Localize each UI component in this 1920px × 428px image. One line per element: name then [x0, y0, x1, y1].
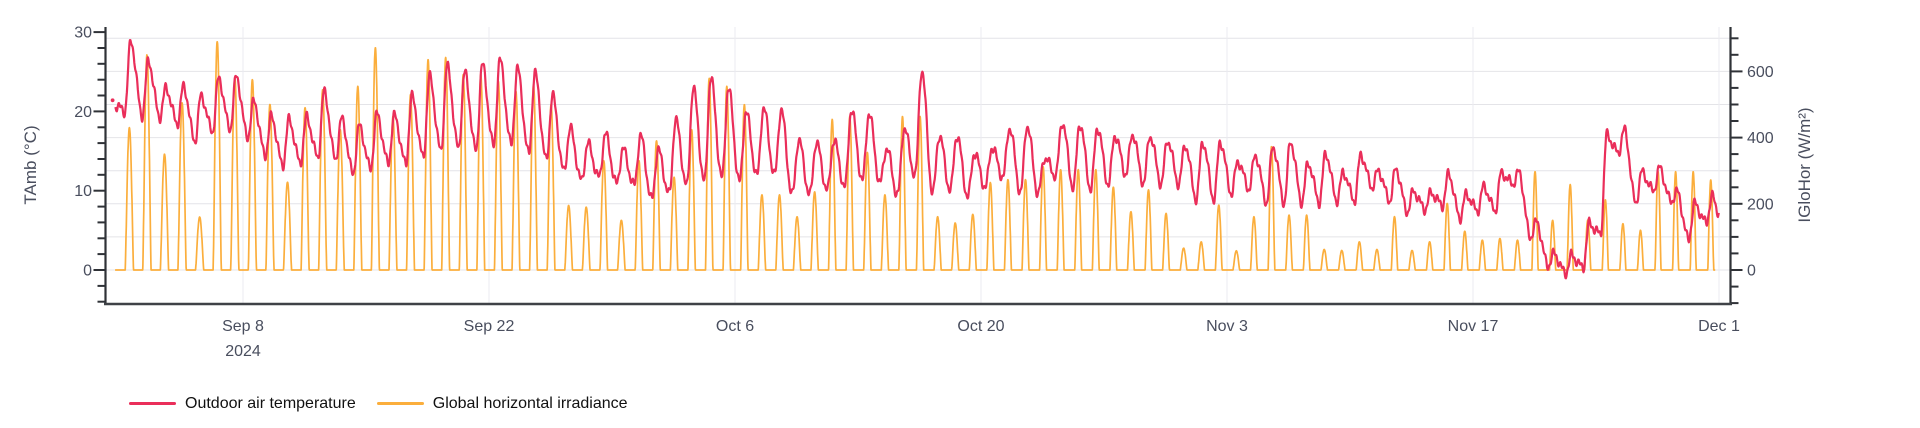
- x-axis-tick-label: Sep 8: [222, 318, 264, 335]
- axes-layer: [93, 27, 1743, 306]
- temperature-line[interactable]: [114, 39, 1720, 280]
- right-axis-title: IGloHor (W/m²): [1795, 107, 1814, 222]
- right-axis-tick-label: 200: [1747, 196, 1774, 213]
- temperature-start-point: [110, 98, 115, 103]
- x-axis-tick-label: Oct 6: [716, 318, 754, 335]
- right-axis-tick-label: 0: [1747, 263, 1756, 280]
- left-axis-tick-label: 30: [74, 25, 92, 42]
- irradiance-line[interactable]: [115, 40, 1716, 271]
- legend-label: Global horizontal irradiance: [432, 395, 628, 412]
- legend-item-irradiance[interactable]: Global horizontal irradiance: [376, 394, 628, 413]
- tick-labels: 0 10 20 30 0 200 400 600 Sep 8 2024 Sep 22 Oct 6 Oct…: [74, 25, 1774, 360]
- legend: Outdoor air temperature Global horizontal…: [129, 394, 628, 413]
- legend-swatch-irradiance: [376, 402, 424, 405]
- left-axis-title: TAmb (°C): [21, 125, 40, 204]
- right-axis-tick-label: 400: [1747, 130, 1774, 147]
- legend-swatch-temperature: [129, 402, 176, 405]
- legend-label: Outdoor air temperature: [185, 395, 356, 412]
- right-axis-tick-label: 600: [1747, 64, 1774, 81]
- x-axis-year-label: 2024: [225, 343, 261, 360]
- legend-item-temperature[interactable]: Outdoor air temperature: [129, 394, 356, 413]
- x-axis-tick-label: Sep 22: [464, 318, 515, 335]
- left-axis-tick-label: 10: [74, 183, 92, 200]
- x-axis-tick-label: Dec 1: [1698, 318, 1740, 335]
- x-axis-tick-label: Oct 20: [957, 318, 1004, 335]
- x-axis-tick-label: Nov 17: [1448, 318, 1499, 335]
- x-axis-tick-label: Nov 3: [1206, 318, 1248, 335]
- series-layer: [110, 39, 1720, 280]
- left-axis-tick-label: 20: [74, 104, 92, 121]
- left-axis-tick-label: 0: [83, 263, 92, 280]
